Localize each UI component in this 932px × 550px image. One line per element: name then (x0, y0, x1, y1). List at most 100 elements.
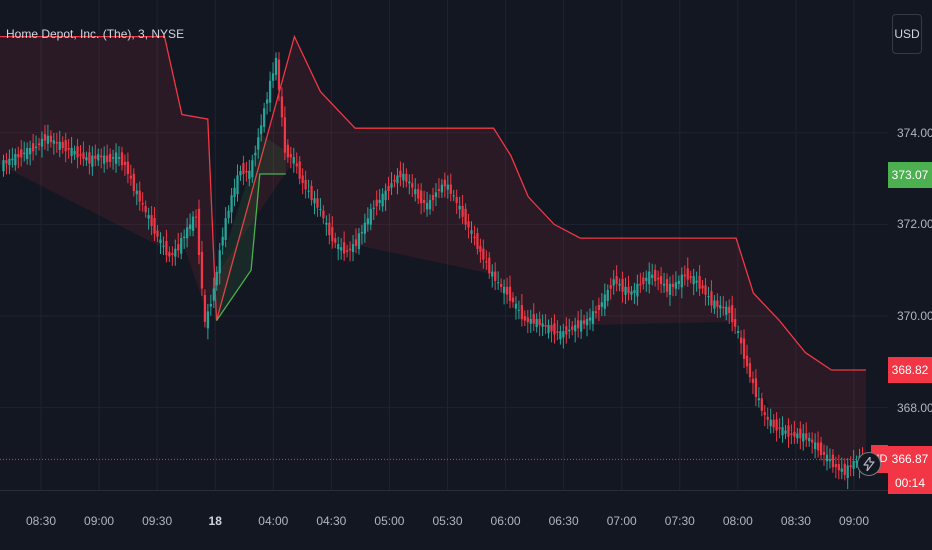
time-tick-label: 04:30 (316, 514, 347, 528)
candle-body (657, 277, 660, 280)
candle-body (464, 208, 467, 225)
candle-body (559, 331, 562, 340)
candle-body (624, 286, 627, 295)
candle-body (725, 306, 728, 315)
candle-body (784, 430, 787, 434)
candle-body (111, 157, 115, 159)
candle-body (79, 154, 82, 156)
candle-body (274, 57, 278, 75)
candle-body (497, 282, 500, 284)
candle-body (766, 416, 769, 420)
candle-body (141, 203, 144, 205)
price-badge-upper-band: 368.82 (888, 357, 932, 384)
candle-body (526, 317, 529, 323)
candle-body (144, 206, 147, 213)
candle-body (307, 190, 310, 192)
candle-body (248, 170, 251, 179)
currency-button[interactable]: USD (892, 14, 922, 54)
candle-body (289, 154, 292, 158)
price-badge-green: 373.07 (888, 162, 932, 189)
candle-body (674, 282, 678, 289)
candle-body (120, 152, 124, 166)
candle-body (420, 190, 423, 204)
candle-body (283, 117, 287, 153)
candle-body (345, 250, 349, 252)
candle-body (405, 173, 408, 182)
candle-body (180, 237, 183, 254)
candle-body (26, 147, 29, 160)
candle-body (34, 146, 38, 149)
candle-body (639, 283, 642, 286)
candle-body (440, 184, 444, 193)
candle-body (597, 304, 601, 311)
candle-body (8, 158, 11, 166)
candle-body (665, 279, 669, 292)
candle-body (731, 304, 734, 323)
candle-body (849, 465, 852, 468)
candle-body (212, 288, 215, 301)
candle-body (49, 135, 53, 143)
candle-body (781, 427, 784, 436)
candle-body (633, 290, 636, 294)
price-tick-label: 374.00 (897, 125, 932, 140)
candle-body (677, 280, 680, 284)
candle-body (461, 205, 464, 217)
candle-body (23, 152, 26, 155)
candle-body (331, 227, 334, 242)
candle-body (695, 280, 698, 283)
candle-body (707, 296, 710, 298)
time-tick-label: 06:00 (490, 514, 521, 528)
candle-body (612, 279, 615, 286)
candle-body (414, 189, 417, 195)
time-tick-label: 06:30 (548, 514, 579, 528)
candle-body (713, 300, 716, 309)
candle-body (585, 318, 589, 326)
candle-body (716, 300, 719, 307)
candle-body (328, 222, 331, 236)
candle-body (488, 257, 491, 274)
candle-body (357, 233, 361, 250)
candle-body (408, 181, 411, 184)
candle-body (819, 442, 823, 456)
candle-body (411, 183, 414, 188)
candle-body (648, 271, 651, 285)
candle-body (132, 173, 135, 191)
candle-body (446, 184, 449, 190)
candle-body (369, 208, 372, 225)
lightning-icon[interactable] (857, 452, 881, 476)
candle-body (813, 442, 817, 450)
candle-body (153, 217, 156, 234)
candle-body (29, 147, 32, 155)
candle-body (295, 163, 298, 167)
candle-body (748, 363, 752, 378)
candle-body (206, 311, 209, 329)
candle-body (736, 331, 740, 334)
candle-body (671, 283, 675, 288)
candle-body (802, 433, 805, 442)
time-tick-label: 05:30 (432, 514, 463, 528)
candle-body (351, 244, 355, 253)
candle-body (502, 286, 506, 294)
candle-body (108, 153, 112, 162)
candle-body (621, 279, 624, 292)
last-price-badge: 366.87 (888, 446, 932, 473)
candle-body (565, 326, 568, 335)
candle-body (363, 222, 366, 234)
candle-body (2, 160, 5, 172)
candle-body (381, 193, 384, 207)
candle-body (194, 216, 198, 218)
candle-body (191, 216, 195, 231)
candle-body (449, 184, 452, 194)
candle-body (787, 425, 790, 437)
candle-body (354, 239, 358, 246)
candle-body (233, 187, 236, 197)
candle-body (37, 143, 41, 146)
candle-body (61, 141, 64, 149)
candle-body (805, 433, 808, 440)
candle-body (162, 245, 165, 247)
candle-body (70, 147, 73, 157)
candle-body (188, 224, 192, 229)
candle-body (790, 433, 793, 436)
candle-body (227, 210, 230, 219)
